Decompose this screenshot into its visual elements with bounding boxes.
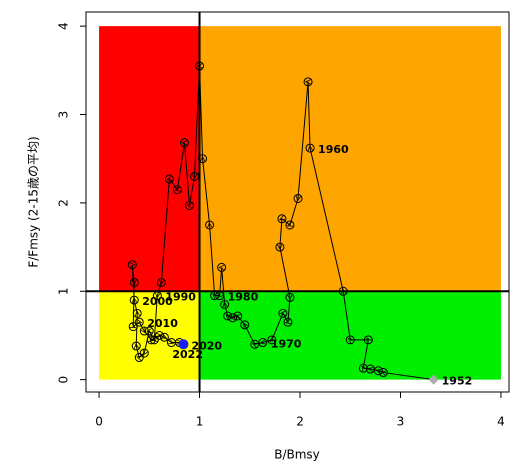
point: [184, 201, 194, 211]
x-tick-label: 1: [196, 415, 204, 429]
annotation: 1980: [228, 291, 259, 304]
point: [139, 348, 149, 358]
annotation: 2000: [142, 295, 173, 308]
point: [205, 220, 215, 230]
plot-frame: [85, 11, 510, 393]
point: [293, 193, 303, 203]
zone: [199, 26, 501, 292]
point: [217, 262, 227, 272]
point: [159, 332, 169, 342]
point: [250, 339, 260, 349]
trajectory: [132, 66, 434, 381]
point: [240, 320, 250, 330]
point: [210, 291, 220, 301]
annotation: 2020: [191, 339, 222, 352]
point: [285, 292, 295, 302]
point: [190, 171, 200, 181]
point: [228, 313, 238, 323]
point: [164, 174, 174, 184]
point: [277, 214, 287, 224]
point: [146, 335, 156, 345]
point: [365, 364, 375, 374]
y-tick-label: 1: [57, 287, 71, 295]
point: [156, 277, 166, 287]
end-point: [178, 339, 189, 350]
x-tick-label: 3: [397, 415, 405, 429]
point: [303, 77, 313, 87]
point: [131, 341, 141, 351]
y-tick-label: 2: [57, 199, 71, 207]
point: [129, 277, 139, 287]
y-tick-label: 0: [57, 376, 71, 384]
y-tick-label: 4: [57, 22, 71, 30]
point: [144, 326, 154, 336]
annotation: 1952: [442, 375, 473, 388]
x-axis-label: B/Bmsy: [274, 448, 320, 462]
point: [283, 317, 293, 327]
annotation: 2022: [172, 348, 203, 361]
point: [267, 335, 277, 345]
point: [152, 291, 162, 301]
annotation: 2010: [147, 317, 178, 330]
point: [278, 308, 288, 318]
point: [220, 300, 230, 310]
point: [358, 363, 368, 373]
point: [154, 330, 164, 340]
point: [179, 138, 189, 148]
point: [134, 317, 144, 327]
point: [139, 326, 149, 336]
point: [223, 311, 233, 321]
start-point: [428, 374, 439, 385]
point: [127, 260, 137, 270]
point: [338, 286, 348, 296]
point: [345, 335, 355, 345]
annotation: 1970: [271, 338, 302, 351]
point: [285, 220, 295, 230]
annotation: 1990: [165, 291, 196, 304]
point: [363, 335, 373, 345]
point: [132, 308, 142, 318]
x-tick-label: 0: [95, 415, 103, 429]
point: [149, 335, 159, 345]
x-tick-label: 2: [296, 415, 304, 429]
point: [172, 185, 182, 195]
point: [275, 242, 285, 252]
y-axis-label: F/Fmsy (2-15歳の平均): [27, 136, 41, 267]
point: [233, 311, 243, 321]
y-tick-label: 3: [57, 111, 71, 119]
point: [305, 143, 315, 153]
point: [195, 61, 205, 71]
point: [128, 322, 138, 332]
point: [129, 295, 139, 305]
x-tick-label: 4: [497, 415, 505, 429]
point: [215, 291, 225, 301]
zone: [99, 26, 200, 292]
annotation: 1960: [318, 143, 349, 156]
point: [134, 353, 144, 363]
point: [198, 154, 208, 164]
point: [378, 368, 388, 378]
